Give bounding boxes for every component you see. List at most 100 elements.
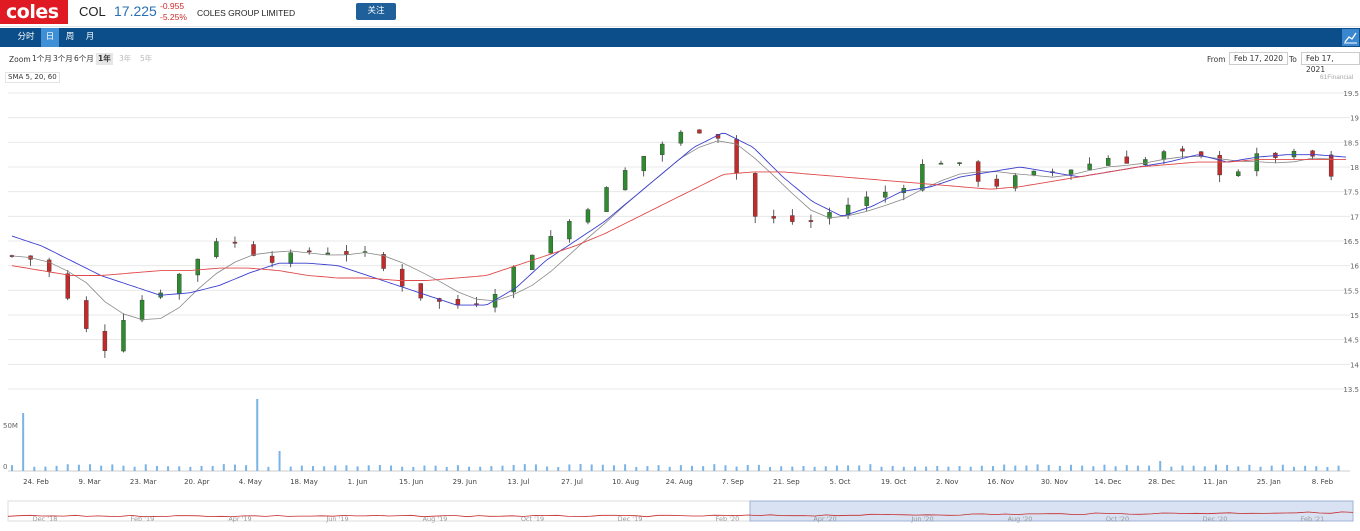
x-tick-label: 20. Apr — [184, 478, 210, 486]
volume-bar — [44, 466, 47, 471]
volume-bar — [167, 466, 170, 471]
x-tick-label: 15. Jun — [399, 478, 423, 486]
volume-bar — [991, 466, 994, 471]
volume-bar — [657, 465, 660, 471]
volume-bar — [746, 464, 749, 471]
volume-bar — [334, 465, 337, 471]
x-tick-label: 23. Mar — [130, 478, 157, 486]
candle-body — [84, 300, 89, 329]
chart-credit: 61Financial — [1320, 74, 1354, 81]
zoom-1y-button[interactable]: 1年 — [96, 53, 113, 65]
volume-bar — [1281, 464, 1284, 471]
volume-bar — [178, 466, 181, 471]
price-tick-label: 19 — [1350, 115, 1359, 123]
volume-bar — [891, 465, 894, 471]
candle-body — [1328, 154, 1334, 177]
company-name: COLES GROUP LIMITED — [197, 8, 296, 18]
candle-body — [604, 187, 609, 212]
candle-body — [1143, 159, 1148, 165]
volume-bar — [869, 464, 872, 471]
volume-bar — [1226, 464, 1229, 471]
volume-bar — [1103, 464, 1106, 471]
volume-bar — [1337, 465, 1340, 471]
volume-tick-label: 0 — [3, 463, 7, 471]
x-tick-label: 5. Oct — [829, 478, 850, 486]
zoom-3m-button[interactable]: 3个月 — [53, 54, 73, 63]
volume-bar — [133, 466, 136, 471]
candle-body — [660, 143, 665, 155]
x-tick-label: 14. Dec — [1095, 478, 1122, 486]
stock-price: 17.225 — [114, 3, 157, 19]
volume-bar — [1292, 466, 1295, 471]
volume-bar — [1092, 466, 1095, 471]
tab-weekly[interactable]: 周 — [65, 32, 75, 42]
candle-body — [567, 221, 572, 240]
volume-bar — [33, 466, 36, 471]
sma60-line — [11, 159, 1346, 281]
candle-body — [177, 273, 182, 295]
to-label: To — [1289, 55, 1297, 64]
chart-type-icon[interactable] — [1342, 29, 1359, 46]
volume-bar — [1148, 465, 1151, 471]
candle-body — [325, 252, 331, 255]
volume-bar — [1114, 466, 1117, 471]
volume-bar — [11, 465, 13, 471]
coles-logo: coles — [0, 0, 68, 24]
zoom-1m-button[interactable]: 1个月 — [32, 54, 52, 63]
x-tick-label: 28. Dec — [1148, 478, 1175, 486]
price-tick-label: 19.5 — [1343, 90, 1359, 98]
tab-daily[interactable]: 日 — [41, 28, 59, 47]
candle-body — [864, 196, 869, 206]
candle-body — [938, 162, 944, 165]
volume-bar — [936, 466, 939, 471]
volume-bar — [289, 466, 292, 471]
line-chart-icon — [1344, 32, 1357, 44]
tab-intraday[interactable]: 分时 — [17, 32, 35, 42]
header-bar: coles COL 17.225 -0.955 -5.25% COLES GRO… — [0, 0, 1360, 27]
volume-bar — [1036, 464, 1039, 471]
volume-bar — [1159, 461, 1162, 471]
price-tick-label: 14.5 — [1343, 337, 1359, 345]
navigator-tick-label: Dec '20 — [1203, 515, 1228, 523]
price-change: -0.955 -5.25% — [160, 1, 187, 23]
volume-bar — [1248, 464, 1251, 471]
x-tick-label: 18. May — [290, 478, 318, 486]
volume-bar — [1014, 465, 1017, 471]
volume-bar — [913, 466, 916, 471]
candle-body — [790, 215, 795, 222]
volume-bar — [189, 466, 192, 471]
navigator-tick-label: Feb '19 — [131, 515, 155, 523]
candle-body — [399, 268, 405, 287]
from-date-input[interactable]: Feb 17, 2020 — [1229, 52, 1289, 65]
candle-body — [697, 129, 702, 134]
follow-button[interactable]: 关注 — [356, 3, 396, 20]
volume-bar — [434, 465, 437, 471]
price-tick-label: 15.5 — [1343, 287, 1359, 295]
navigator-tick-label: Aug '20 — [1008, 515, 1033, 523]
volume-bar — [724, 465, 727, 471]
volume-bar — [1237, 466, 1240, 471]
candle-body — [1217, 155, 1222, 176]
volume-bar — [791, 466, 794, 471]
volume-bar — [780, 466, 783, 471]
x-tick-label: 9. Mar — [79, 478, 101, 486]
zoom-6m-button[interactable]: 6个月 — [74, 54, 94, 63]
volume-bar — [22, 413, 25, 471]
volume-bar — [1003, 464, 1006, 471]
volume-bar — [1304, 465, 1307, 471]
candle-body — [585, 209, 591, 223]
tab-monthly[interactable]: 月 — [85, 32, 95, 42]
zoom-label: Zoom — [9, 55, 31, 64]
x-tick-label: 29. Jun — [453, 478, 477, 486]
volume-bar — [323, 466, 326, 471]
volume-bar — [958, 466, 961, 471]
volume-bar — [66, 464, 69, 471]
candle-body — [1013, 175, 1018, 189]
volume-tick-label: 50M — [3, 422, 18, 430]
volume-bar — [111, 464, 114, 471]
to-date-input[interactable]: Feb 17, 2021 — [1301, 52, 1360, 74]
candle-body — [1068, 169, 1074, 175]
volume-bar — [980, 465, 983, 471]
volume-bar — [1192, 465, 1195, 471]
